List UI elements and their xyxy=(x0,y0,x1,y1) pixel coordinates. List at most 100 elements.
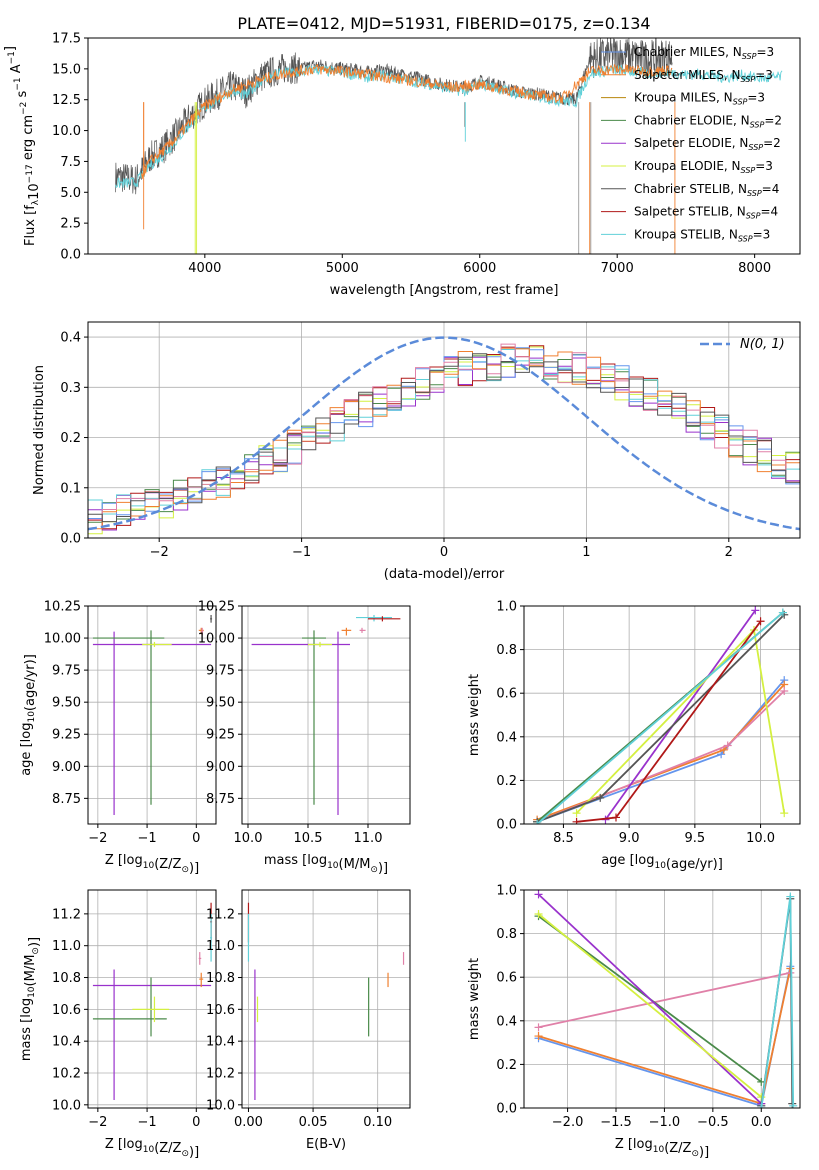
data-point-marker xyxy=(786,892,795,901)
data-point-marker xyxy=(533,820,542,824)
x-tick-label: 0.10 xyxy=(363,1115,392,1130)
y-tick-label: 9.50 xyxy=(206,696,235,711)
mass-weight-line xyxy=(760,896,795,1108)
y-tick-label: 10.8 xyxy=(52,971,81,986)
y-tick-label: 10.25 xyxy=(44,600,81,615)
y-tick-label: 9.00 xyxy=(52,760,81,775)
data-point-marker xyxy=(756,617,765,626)
y-tick-label: 8.75 xyxy=(52,792,81,807)
histogram-step xyxy=(88,353,800,523)
x-tick-label: −2 xyxy=(88,1115,107,1130)
mass-weight-line xyxy=(537,913,762,1098)
data-point-marker xyxy=(780,809,789,818)
y-tick-label: 0.4 xyxy=(496,1014,517,1029)
y-tick-label: 11.2 xyxy=(206,907,235,922)
axes-frame xyxy=(87,889,217,1109)
y-tick-label: 5.0 xyxy=(60,186,81,201)
y-tick-label: 0.8 xyxy=(496,643,517,658)
x-tick-label: 0.0 xyxy=(751,1115,772,1130)
x-axis-label: (data-model)/error xyxy=(384,567,505,582)
spectrum-series-line xyxy=(141,64,673,179)
data-point-marker xyxy=(723,741,732,750)
y-tick-label: 11.0 xyxy=(52,939,81,954)
mass_vs_z-panel: −2 −1 0 10.0 10.2 10.4 10.6 10.8 11.0 11.2 Z [log1… xyxy=(19,889,217,1160)
x-tick-label: 7000 xyxy=(601,261,634,276)
x-tick-label: 4000 xyxy=(188,261,221,276)
x-tick-label: 0 xyxy=(440,545,448,560)
spectrum-panel: 4000 5000 6000 7000 8000 0.0 2.5 5.0 7.5 10.0 12.5… xyxy=(3,32,801,298)
y-tick-label: 10.2 xyxy=(206,1066,235,1081)
x-tick-label: 5000 xyxy=(326,261,359,276)
x-axis-label: E(B-V) xyxy=(306,1137,346,1152)
normal-curve xyxy=(88,336,800,531)
data-point-marker xyxy=(572,809,581,818)
mass-weight-line xyxy=(536,611,784,824)
x-tick-label: −1 xyxy=(137,1115,156,1130)
mass-weight-line xyxy=(536,683,785,821)
legend-label: Salpeter MILES, NSSP=3 xyxy=(634,68,773,84)
y-tick-label: 17.5 xyxy=(52,32,81,47)
y-tick-label: 0.2 xyxy=(60,431,81,446)
x-tick-label: 1 xyxy=(582,545,590,560)
x-tick-label: 8000 xyxy=(738,261,771,276)
y-tick-label: 0.1 xyxy=(60,481,81,496)
age_vs_mass-panel: 10.0 10.5 11.0 8.75 9.00 9.25 9.50 9.75 10.00 10.… xyxy=(198,600,411,876)
mass-weight-line xyxy=(538,971,791,1029)
y-tick-label: 0.6 xyxy=(496,971,517,986)
x-tick-label: 6000 xyxy=(463,261,496,276)
y-tick-label: 10.8 xyxy=(206,971,235,986)
x-axis-label: Z [log10(Z/Z⊙)] xyxy=(615,1137,709,1160)
legend-label: Chabrier ELODIE, NSSP=2 xyxy=(634,113,782,129)
y-axis-label: mass weight xyxy=(467,674,482,756)
data-point-marker xyxy=(596,793,605,802)
y-tick-label: 12.5 xyxy=(52,93,81,108)
y-axis-label: mass [log10(M/M⊙)] xyxy=(19,937,42,1061)
mass-weight-lines xyxy=(534,890,798,1108)
x-tick-label: 9.0 xyxy=(619,831,640,846)
y-tick-label: 9.25 xyxy=(206,728,235,743)
legend-label: Kroupa STELIB, NSSP=3 xyxy=(634,227,770,243)
axes-frame xyxy=(523,605,801,825)
x-tick-label: 10.5 xyxy=(294,831,323,846)
x-tick-label: −2 xyxy=(150,545,169,560)
age_vs_z-panel: −2 −1 0 8.75 9.00 9.25 9.50 9.75 10.00 10.25 Z [lo… xyxy=(19,600,217,876)
y-axis-label: Normed distribution xyxy=(32,365,47,495)
errorbar-group xyxy=(92,902,213,1101)
y-axis-label: age [log10(age/yr)] xyxy=(19,654,38,776)
y-tick-label: 10.6 xyxy=(52,1003,81,1018)
mass-weight-line xyxy=(537,893,762,1105)
x-axis-label: age [log10(age/yr)] xyxy=(601,853,723,872)
y-tick-label: 11.0 xyxy=(206,939,235,954)
y-tick-label: 0.4 xyxy=(496,730,517,745)
x-tick-label: −1.0 xyxy=(649,1115,681,1130)
y-tick-label: 0.2 xyxy=(496,1058,517,1073)
y-tick-label: 10.25 xyxy=(198,600,235,615)
y-tick-label: 15.0 xyxy=(52,62,81,77)
y-tick-label: 8.75 xyxy=(206,792,235,807)
y-axis-label: Flux [fλ10−17 erg cm−2 s−1 A−1] xyxy=(3,46,42,246)
y-tick-label: 2.5 xyxy=(60,217,81,232)
legend-label: Kroupa ELODIE, NSSP=3 xyxy=(634,159,773,175)
residuals-panel: −2 −1 0 1 2 0.0 0.1 0.2 0.3 0.4 (data-model)/error… xyxy=(32,321,801,582)
mass-weight-line xyxy=(604,609,757,821)
x-tick-label: 0.00 xyxy=(234,1115,263,1130)
x-tick-label: 0.05 xyxy=(299,1115,328,1130)
figure-title: PLATE=0412, MJD=51931, FIBERID=0175, z=0… xyxy=(237,14,650,33)
y-tick-label: 0.8 xyxy=(496,927,517,942)
data-point-marker xyxy=(780,687,789,696)
data-point-marker xyxy=(534,909,543,918)
axes-frame xyxy=(523,889,801,1109)
y-tick-label: 10.6 xyxy=(206,1003,235,1018)
y-tick-label: 10.2 xyxy=(52,1066,81,1081)
data-point-marker xyxy=(751,606,760,615)
x-axis-label: wavelength [Angstrom, rest frame] xyxy=(330,283,559,298)
y-tick-label: 9.75 xyxy=(206,664,235,679)
data-point-marker xyxy=(534,890,543,899)
y-axis-label: mass weight xyxy=(467,958,482,1040)
x-axis-label: mass [log10(M/M⊙)] xyxy=(264,853,388,876)
axes-frame xyxy=(87,37,801,255)
x-tick-label: 0 xyxy=(192,1115,200,1130)
y-tick-label: 0.0 xyxy=(496,1102,517,1117)
y-tick-label: 10.00 xyxy=(198,632,235,647)
